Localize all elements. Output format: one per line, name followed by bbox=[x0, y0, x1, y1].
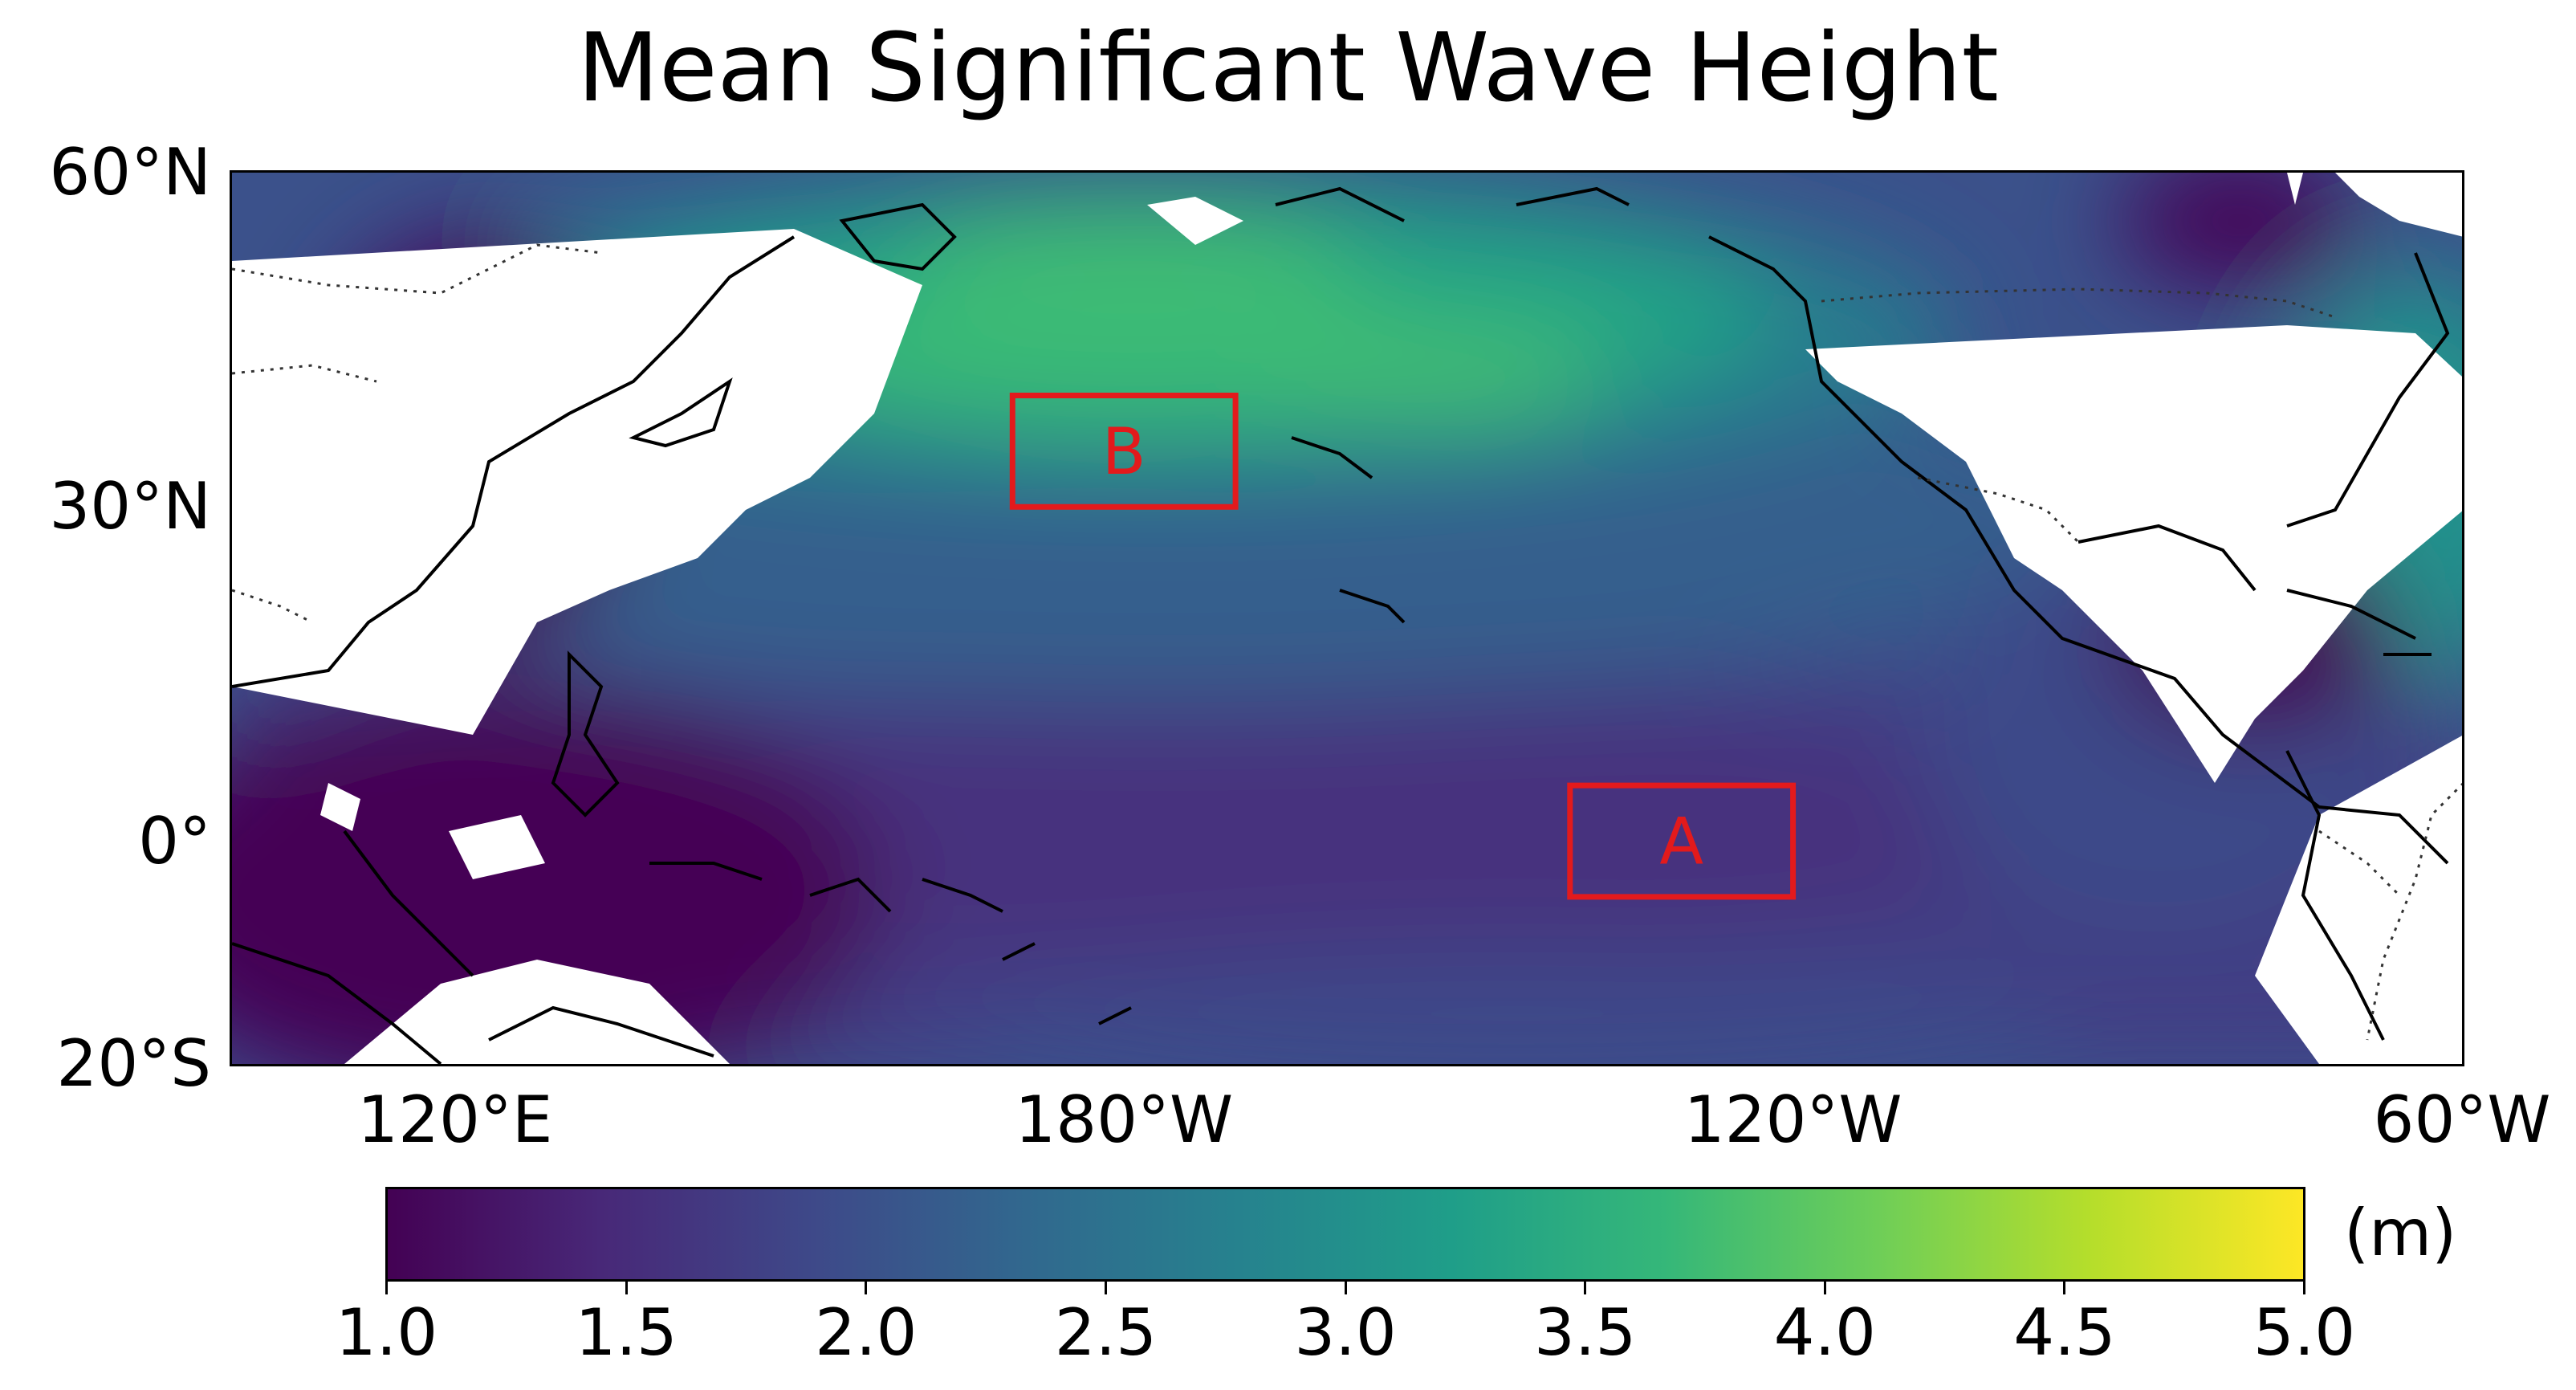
colorbar-tick-label: 1.5 bbox=[575, 1295, 678, 1370]
regions-layer: AB bbox=[1009, 393, 1797, 900]
colorbar-tick-mark bbox=[625, 1282, 628, 1294]
colorbar-tick-mark bbox=[865, 1282, 868, 1294]
colorbar bbox=[385, 1187, 2305, 1282]
coastlines bbox=[232, 186, 2450, 1064]
colorbar-unit-label: (m) bbox=[2344, 1196, 2457, 1270]
colorbar-tick-mark bbox=[1823, 1282, 1826, 1294]
canada-landmass bbox=[2335, 173, 2462, 237]
asia-landmass bbox=[232, 229, 922, 735]
map-title: Mean Significant Wave Height bbox=[577, 12, 1999, 123]
latitude-tick-label: 30°N bbox=[49, 469, 211, 544]
south-america-landmass bbox=[2255, 736, 2462, 1064]
latitude-tick-label: 20°S bbox=[56, 1026, 211, 1101]
north-america-landmass bbox=[1805, 325, 2462, 783]
colorbar-tick-label: 4.0 bbox=[1773, 1295, 1876, 1370]
colorbar-tick-label: 4.5 bbox=[2013, 1295, 2116, 1370]
longitude-tick-label: 120°W bbox=[1683, 1082, 1902, 1157]
colorbar-tick-mark bbox=[1104, 1282, 1107, 1294]
colorbar-tick-label: 2.0 bbox=[815, 1295, 918, 1370]
longitude-tick-label: 180°W bbox=[1015, 1082, 1234, 1157]
region-box-b bbox=[1009, 393, 1239, 510]
colorbar-tick-label: 3.0 bbox=[1294, 1295, 1397, 1370]
region-label-a: A bbox=[1659, 805, 1703, 879]
latitude-tick-label: 60°N bbox=[49, 135, 211, 210]
colorbar-tick-mark bbox=[385, 1282, 388, 1294]
region-box-a bbox=[1567, 782, 1797, 900]
australia-landmass bbox=[344, 960, 730, 1064]
colorbar-tick-label: 1.0 bbox=[335, 1295, 438, 1370]
colorbar-tick-mark bbox=[2063, 1282, 2066, 1294]
colorbar-tick-mark bbox=[1584, 1282, 1587, 1294]
colorbar-tick-mark bbox=[2303, 1282, 2305, 1294]
colorbar-tick-label: 2.5 bbox=[1054, 1295, 1157, 1370]
region-label-b: B bbox=[1102, 414, 1146, 489]
wave-height-map: AB bbox=[232, 173, 2462, 1064]
longitude-tick-label: 60°W bbox=[2373, 1082, 2551, 1157]
longitude-tick-label: 120°E bbox=[357, 1082, 553, 1157]
colorbar-tick-label: 5.0 bbox=[2252, 1295, 2356, 1370]
colorbar-tick-mark bbox=[1344, 1282, 1347, 1294]
political-borders bbox=[232, 243, 2462, 1041]
latitude-tick-label: 0° bbox=[138, 803, 211, 878]
colorbar-tick-label: 3.5 bbox=[1534, 1295, 1637, 1370]
land-masses bbox=[232, 173, 2462, 1064]
